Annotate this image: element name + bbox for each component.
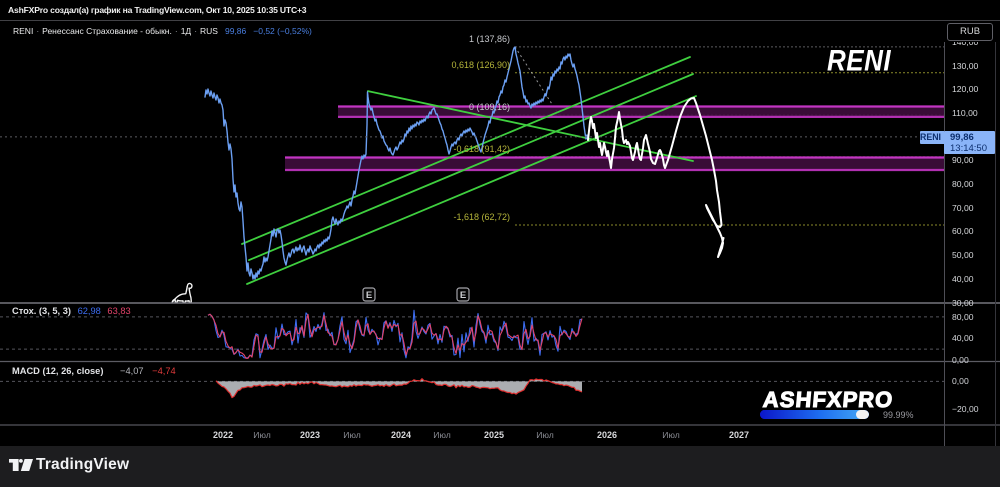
price-tick-40: 40,00 xyxy=(952,273,974,284)
price-tick-80: 80,00 xyxy=(952,179,974,189)
earnings-marker-letter-2: E xyxy=(460,290,466,301)
fib-level-label--1,618: -1,618 (62,72) xyxy=(453,211,510,222)
price-line-ticker-chip: RENI xyxy=(919,130,944,144)
legend-change: −0,52 (−0,52%) xyxy=(253,26,312,36)
ticker-chip-text: RENI xyxy=(919,131,941,142)
macd-signal-value: −4,74 xyxy=(152,366,176,376)
time-label-2023: 2023 xyxy=(299,430,321,440)
time-label-2025: 2025 xyxy=(483,430,505,440)
currency-toggle-button[interactable]: RUB xyxy=(947,23,993,41)
trend-line-3[interactable] xyxy=(246,95,697,285)
indicator-tick-4000: 40,00 xyxy=(952,333,974,344)
price-tick-110: 110,00 xyxy=(952,107,978,118)
price-tick-70: 70,00 xyxy=(952,202,974,213)
indicator-tick-000: 0,00 xyxy=(952,354,969,365)
macd-legend[interactable]: MACD (12, 26, close) −4,07 −4,74 xyxy=(12,366,176,376)
time-label-Июл: Июл xyxy=(433,430,451,440)
last-price-label: 99,86 13:14:50 xyxy=(944,130,995,154)
time-label-2026: 2026 xyxy=(596,430,618,440)
earnings-marker-box-1[interactable] xyxy=(362,287,376,302)
macd-histogram-area[interactable] xyxy=(216,378,582,398)
time-label-Июл: Июл xyxy=(343,430,361,440)
legend-last-price: 99,86 xyxy=(224,26,247,36)
indicator-tick-8000: 80,00 xyxy=(952,311,974,322)
stoch-title[interactable]: Стох. (3, 5, 3) xyxy=(12,306,71,316)
price-tick-60: 60,00 xyxy=(952,226,974,237)
time-label-Июл: Июл xyxy=(536,430,554,440)
fib-level-label-0: 0 (109,16) xyxy=(468,101,510,112)
trend-line-2[interactable] xyxy=(248,73,694,262)
trend-line-1[interactable] xyxy=(241,56,691,245)
price-tick-50: 50,00 xyxy=(952,250,974,261)
time-label-2027: 2027 xyxy=(728,430,750,440)
macd-signal-line[interactable] xyxy=(215,378,583,399)
fib-anchor-trendline[interactable] xyxy=(514,46,560,116)
zone-rect-2[interactable] xyxy=(285,157,944,171)
legend-market: RUS xyxy=(200,26,218,36)
progress-cap xyxy=(856,410,869,419)
attribution-bar: AshFXPro создал(а) график на TradingView… xyxy=(0,0,1000,20)
legend-symbol[interactable]: RENI xyxy=(13,26,34,36)
price-tick-120: 120,00 xyxy=(952,84,979,95)
time-label-Июл: Июл xyxy=(253,430,271,440)
macd-value: −4,07 xyxy=(120,366,144,376)
earnings-marker-letter-1: E xyxy=(366,290,372,301)
legend-description: Ренессанс Страхование - обыкн. xyxy=(42,26,172,36)
ashfxpro-progress-bar xyxy=(760,410,869,419)
tradingview-logo-icon[interactable] xyxy=(9,459,33,471)
fib-level-label--0,618: -0,618 (91,42) xyxy=(453,143,510,154)
fib-level-label-1: 1 (137,86) xyxy=(468,33,510,44)
fib-level-label-0,618: 0,618 (126,90) xyxy=(451,59,510,70)
price-axis[interactable]: 140,00130,00120,00110,0090,0080,0070,006… xyxy=(920,20,1000,446)
ashfxpro-percent: 99.99% xyxy=(883,410,914,420)
attribution-text: AshFXPro создал(а) график на TradingView… xyxy=(8,5,307,15)
symbol-watermark: RENI xyxy=(827,43,892,78)
indicator-tick-000: 0,00 xyxy=(952,376,969,387)
dinosaur-sticker-icon[interactable] xyxy=(171,282,193,304)
stoch-d-value: 63,83 xyxy=(107,306,131,316)
price-tick-130: 130,00 xyxy=(952,60,979,71)
zone-rect-1[interactable] xyxy=(338,106,944,117)
time-label-2022: 2022 xyxy=(212,430,234,440)
time-label-2024: 2024 xyxy=(390,430,412,440)
price-tick-90: 90,00 xyxy=(952,155,974,166)
last-price-value: 99,86 xyxy=(950,131,974,143)
indicator-tick-2000: −20,00 xyxy=(952,404,979,415)
symbol-legend[interactable]: RENI · Ренессанс Страхование - обыкн. · 1Д · R… xyxy=(13,26,312,38)
stoch-d-line[interactable] xyxy=(207,313,583,359)
earnings-marker-box-2[interactable] xyxy=(456,287,470,302)
last-price-countdown: 13:14:50 xyxy=(950,142,987,154)
legend-separator-1: · xyxy=(36,26,40,36)
time-axis[interactable]: 2022 Июл 2023 Июл 2024 Июл 2025 Июл 2026 Июл 2027 xyxy=(0,425,944,446)
price-line-series[interactable] xyxy=(204,46,589,280)
toolbar-separator xyxy=(0,20,1000,21)
projection-drawing[interactable] xyxy=(587,97,725,258)
stoch-k-value: 62,98 xyxy=(77,306,101,316)
price-tick-30: 30,00 xyxy=(952,297,974,308)
ashfxpro-brand-overlay: ASHFXPRO 99.99% xyxy=(757,385,932,427)
tradingview-brand-text[interactable]: TradingView xyxy=(36,456,130,473)
tradingview-footer: TradingView xyxy=(0,446,1000,487)
time-label-Июл: Июл xyxy=(662,430,680,440)
progress-gradient xyxy=(760,410,869,419)
macd-title[interactable]: MACD (12, 26, close) xyxy=(12,366,104,376)
legend-interval[interactable]: 1Д xyxy=(180,26,192,36)
stoch-legend[interactable]: Стох. (3, 5, 3) 62,98 63,83 xyxy=(12,306,131,316)
stoch-k-line[interactable] xyxy=(207,309,583,359)
legend-separator-2: · xyxy=(174,26,178,36)
legend-separator-3: · xyxy=(194,26,198,36)
